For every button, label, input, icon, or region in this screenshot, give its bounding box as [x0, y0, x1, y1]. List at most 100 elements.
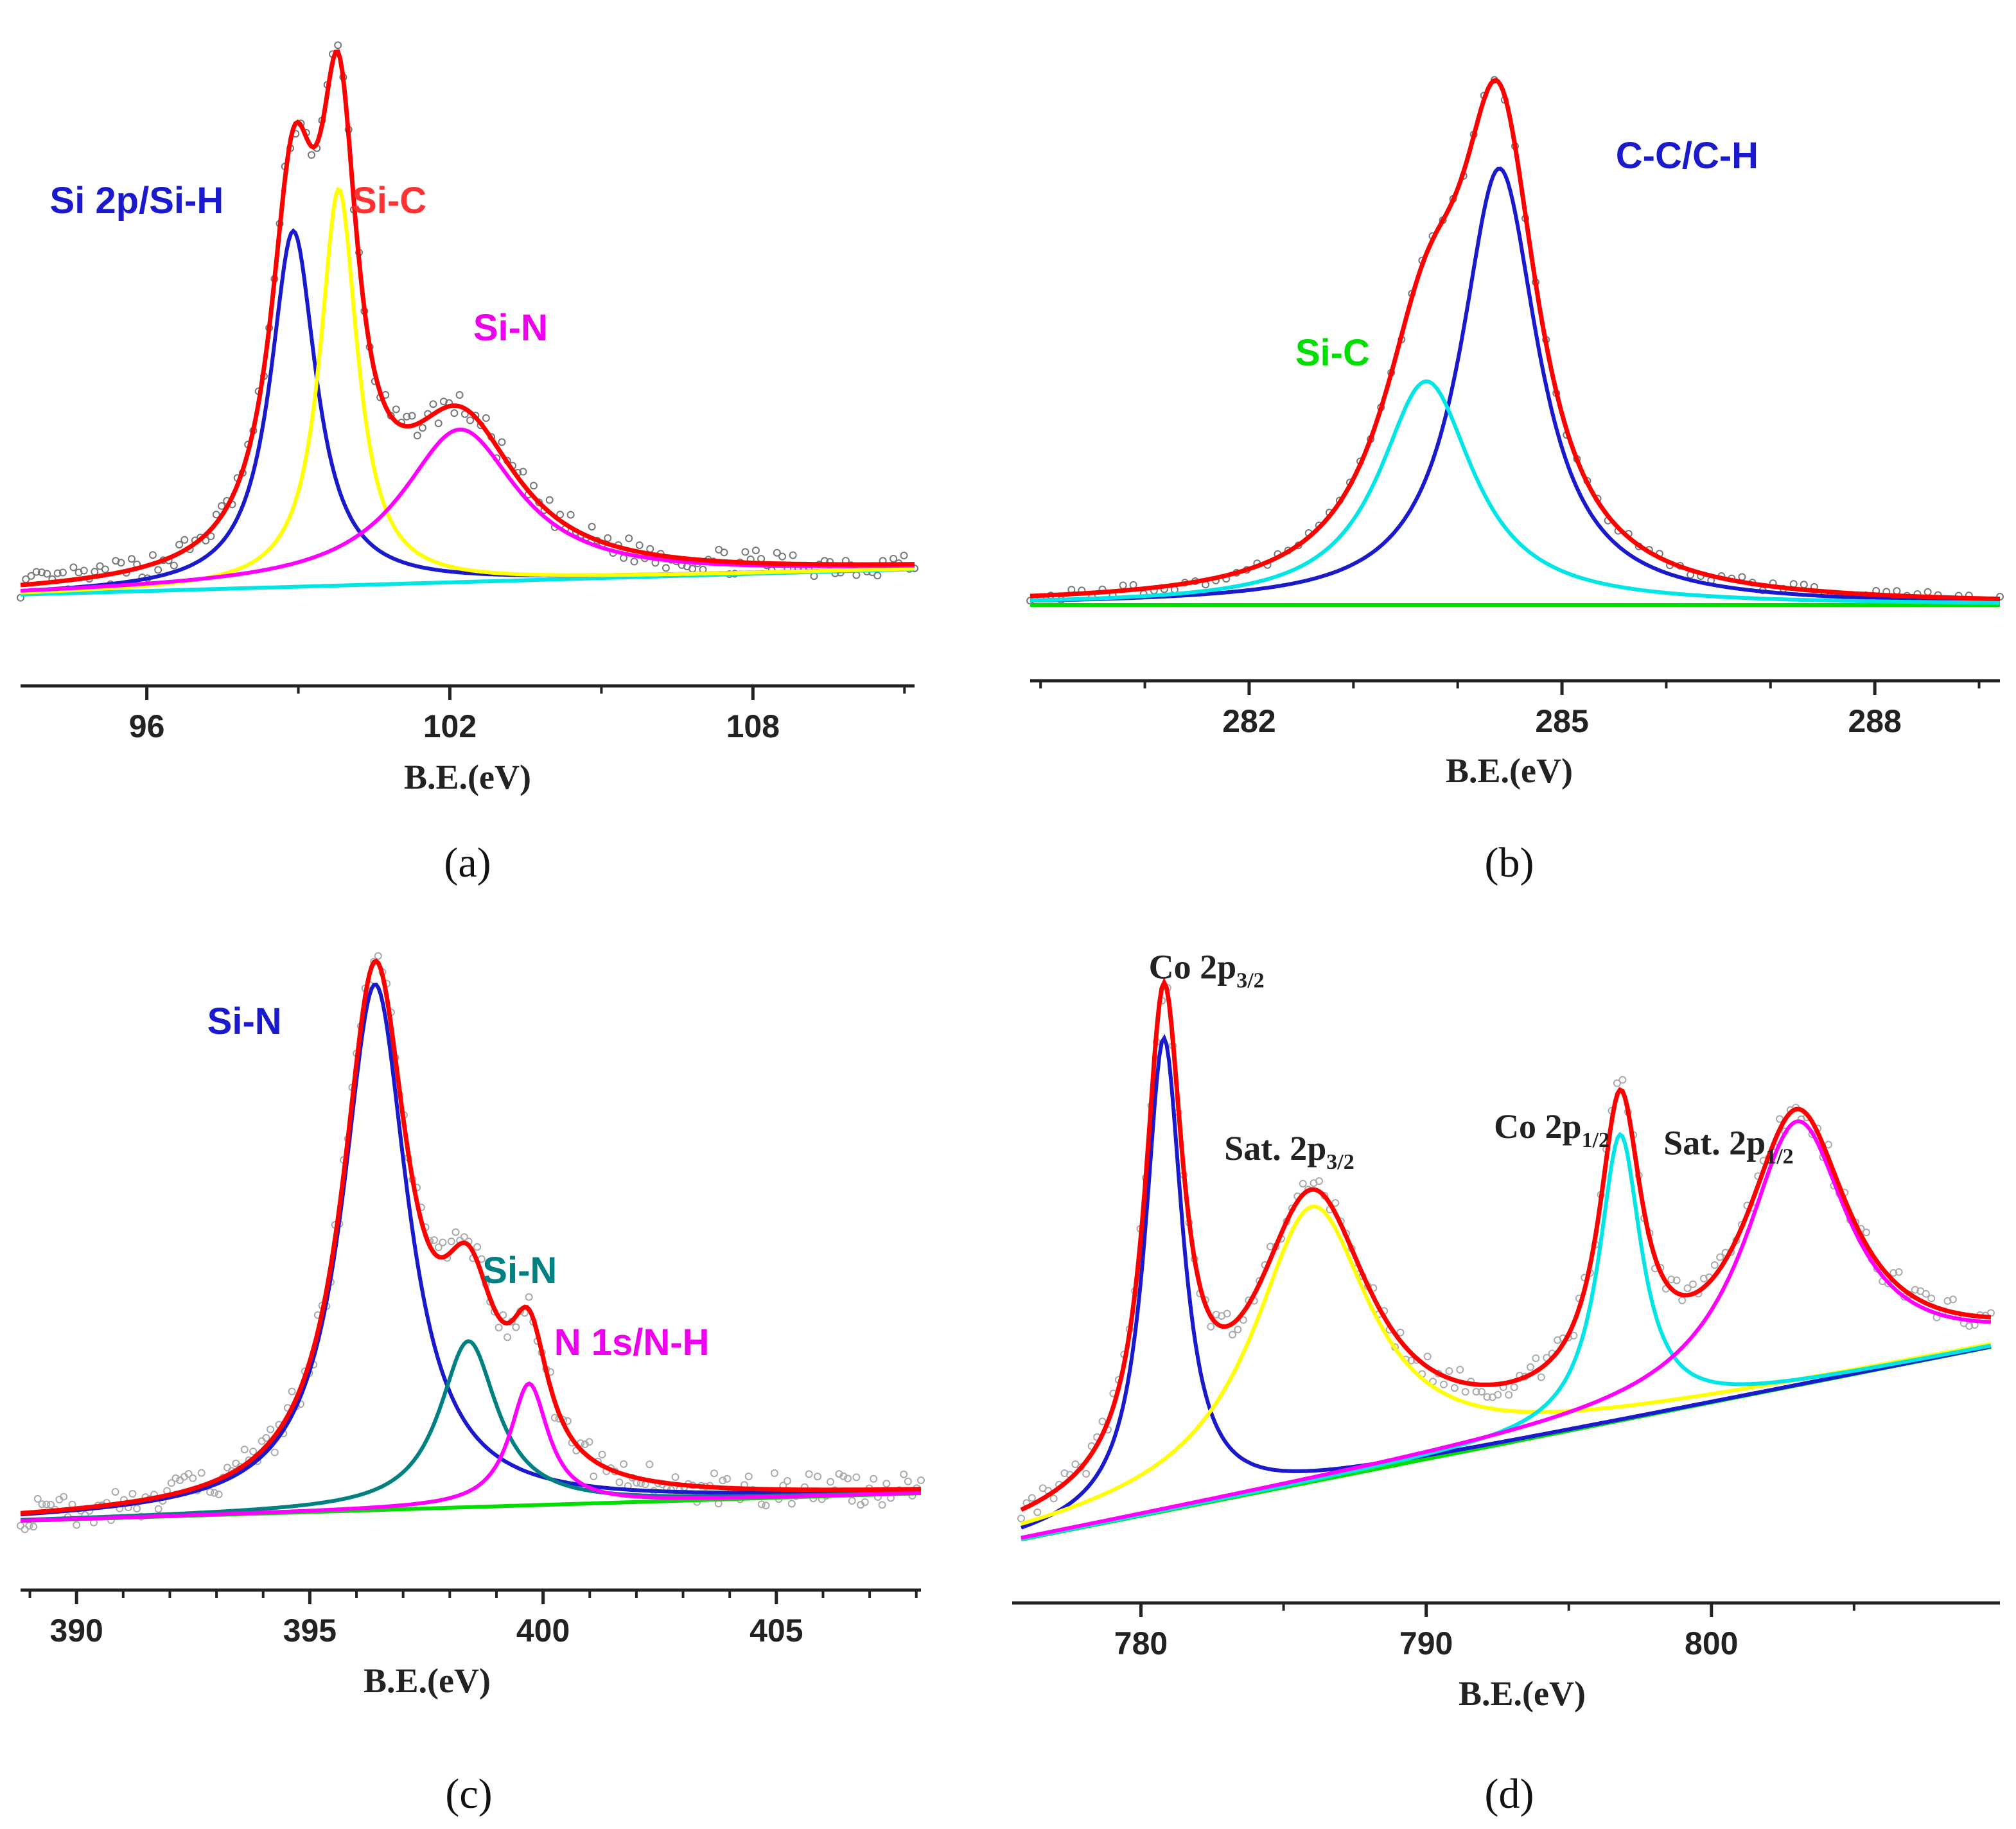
panel-c-data-point [852, 1473, 861, 1482]
panel-c-data-point [154, 1505, 162, 1513]
panel-c-data-point [47, 1501, 55, 1509]
panel-a-data-point [392, 405, 400, 414]
panel-d-data-point [1331, 1199, 1340, 1207]
panel-d-data-point [1922, 1290, 1930, 1298]
panel-c-data-point [111, 1488, 119, 1496]
panel-c-data-point [615, 1478, 624, 1487]
panel-a-annotation: Si 2p/Si-H [50, 180, 224, 222]
panel-c-data-point [33, 1494, 42, 1503]
panel-a-data-point [519, 468, 527, 476]
panel-d-data-point [1212, 1310, 1220, 1318]
panel-c-data-point [270, 1448, 279, 1457]
panel-c-data-point [723, 1475, 732, 1483]
panel-c-data-point [757, 1500, 766, 1509]
panel-d-data-point [1943, 1297, 1952, 1305]
panel-d-data-point [1570, 1331, 1578, 1340]
panel-c-data-point [42, 1500, 51, 1509]
panel-a-data-point [175, 541, 184, 549]
panel-d-xlabel: B.E.(eV) [1459, 1674, 1586, 1713]
panel-c-data-point [430, 1236, 438, 1244]
panel-a-data-point [434, 419, 443, 428]
panel-a-data-point [625, 534, 633, 543]
panel-c-data-point [38, 1500, 46, 1509]
panel-b-envelope [1030, 78, 2001, 602]
panel-d-data-point [1699, 1274, 1708, 1282]
panel-c-data-point [215, 1491, 223, 1498]
panel-d-data-point [1028, 1494, 1036, 1502]
panel-a-data-point [751, 547, 760, 555]
panel-a-data-point [308, 151, 315, 159]
panel-b-annotation: Si-C [1295, 332, 1370, 374]
panel-c-data-point [520, 1309, 529, 1317]
panel-a-data-point [212, 511, 220, 519]
panel-c-annotations: Si-N Si-N N 1s/N-H [207, 1001, 710, 1363]
panel-c-data-point [917, 1476, 925, 1484]
panel-d-plot [1017, 977, 1995, 1542]
panel-b-tick-label: 288 [1848, 703, 1901, 739]
panel-d-data-point [1483, 1393, 1491, 1401]
panel-d-data-point [1049, 1494, 1058, 1503]
panel-c-data-point [60, 1492, 68, 1501]
panel-b-peak-c-c-c-h [1030, 166, 2001, 604]
panel-a-data-point [630, 557, 638, 566]
panel-c-data-point [495, 1324, 503, 1332]
panel-c-data-point [512, 1323, 520, 1331]
panel-c-data-point [171, 1474, 180, 1482]
panel-a-plot [17, 41, 918, 602]
panel-c-data-point [473, 1243, 482, 1251]
panel-c-plot [17, 952, 925, 1534]
panel-c-data-point [590, 1472, 598, 1480]
panel-c-data-point [73, 1521, 81, 1529]
panel-b-plot [1026, 76, 2004, 607]
panel-c-data-point [839, 1472, 848, 1480]
panel-d-data-point [1033, 1508, 1042, 1516]
panel-c-label: (c) [445, 1771, 492, 1817]
panel-c-data-point [249, 1448, 258, 1456]
panel-a-data-point [408, 412, 416, 420]
panel-c-data-point [133, 1505, 141, 1513]
panel-a-data-point [873, 572, 882, 580]
panel-d-data-point [1683, 1284, 1692, 1292]
panel-d-data-point [1613, 1079, 1621, 1087]
panel-c-peak-n-1s-n-h [20, 1381, 922, 1523]
panel-a-data-point [69, 563, 78, 572]
panel-d-data-point [1082, 1469, 1091, 1478]
panel-a-tick-label: 96 [129, 708, 165, 744]
panel-d-data-point [1949, 1295, 1957, 1304]
panel-c-data-point [904, 1477, 912, 1485]
panel-a-data-point [482, 414, 490, 422]
panel-c-ticks: 390 395 400 405 [28, 1590, 918, 1649]
panel-a-annotation: Si-N [473, 307, 548, 349]
panel-c-data-point [30, 1523, 38, 1531]
panel-a-data-point [429, 400, 437, 408]
panel-a-data-point [466, 416, 475, 424]
panel-c-data-point [784, 1477, 791, 1485]
panel-c-data-point [585, 1438, 593, 1446]
panel-d-data-point [1678, 1296, 1687, 1304]
panel-a-data-point [27, 572, 35, 580]
panel-a-data-point [890, 555, 898, 563]
panel-c-data-point [805, 1470, 813, 1478]
panel-c-xlabel: B.E.(eV) [364, 1661, 491, 1700]
panel-c-data-point [844, 1475, 852, 1483]
panel-d-ticks: 780 790 800 [1114, 1603, 1855, 1661]
panel-c-annotation: Si-N [482, 1250, 557, 1291]
panel-a-data-point [37, 568, 46, 577]
panel-d-data-point [1710, 1261, 1719, 1269]
panel-a-label: (a) [444, 839, 491, 886]
panel-c-data-point [770, 1469, 778, 1477]
panel-d-tick-label: 800 [1685, 1625, 1738, 1661]
panel-d-data-point [1315, 1177, 1323, 1186]
panel-c-data-point [128, 1490, 137, 1498]
panel-c-annotation: Si-N [207, 1001, 282, 1042]
panel-c-data-point [878, 1501, 886, 1509]
panel-a-data-point [207, 532, 215, 540]
panel-d-tick-label: 790 [1399, 1625, 1453, 1661]
panel-d-data-point [1863, 1229, 1870, 1237]
panel-a-data-point [720, 548, 728, 557]
panel-a-peak-si-n [20, 427, 915, 593]
panel-c-data-point [848, 1497, 856, 1505]
panel-a-data-point [545, 496, 554, 504]
panel-c-data-point [827, 1478, 835, 1486]
panel-d-data-point [1407, 1356, 1416, 1365]
